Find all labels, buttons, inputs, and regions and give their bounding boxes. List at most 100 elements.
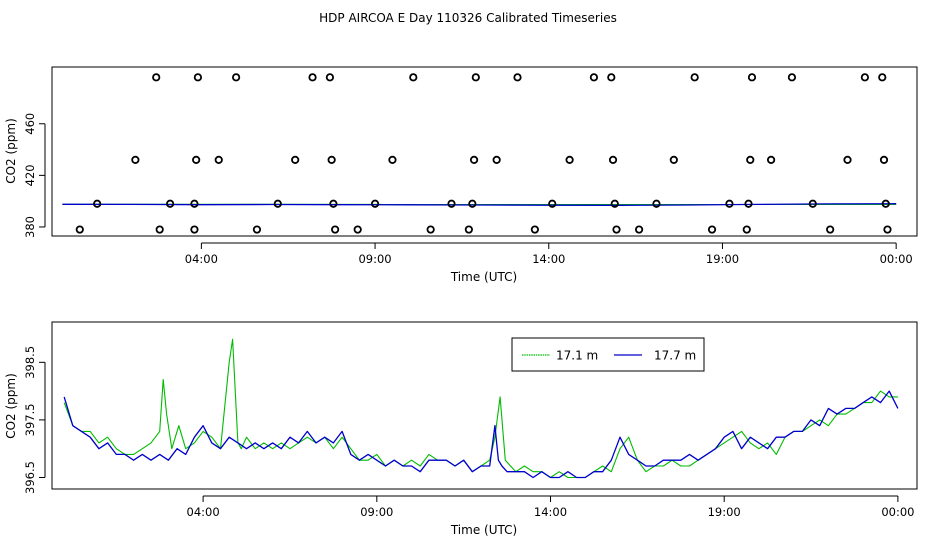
bottom-x-axis: 04:00 09:00 14:00 19:00 00:00 xyxy=(187,495,914,519)
calibration-point xyxy=(308,73,317,82)
x-tick-label: 00:00 xyxy=(880,252,913,266)
y-tick-label: 396.5 xyxy=(23,461,37,494)
calibration-point xyxy=(787,73,797,82)
calibration-point xyxy=(192,155,201,164)
calibration-point xyxy=(325,73,335,82)
calibration-point xyxy=(193,73,203,82)
x-tick-label: 14:00 xyxy=(532,252,565,266)
calibration-point xyxy=(548,199,557,208)
calibration-point xyxy=(808,199,817,208)
calibration-point xyxy=(608,155,618,164)
calibration-point xyxy=(464,225,473,234)
calibration-point xyxy=(492,155,501,164)
x-tick-label: 19:00 xyxy=(706,252,739,266)
bottom-y-axis: 396.5 397.5 398.5 xyxy=(23,346,46,494)
calibration-point xyxy=(190,225,199,234)
top-x-axis-label: Time (UTC) xyxy=(450,270,517,284)
calibration-point xyxy=(843,155,852,164)
calibration-point xyxy=(707,225,717,234)
legend-box xyxy=(511,337,705,372)
y-tick-label: 460 xyxy=(23,113,37,135)
chart-title: HDP AIRCOA E Day 110326 Calibrated Times… xyxy=(319,11,617,25)
calibration-point xyxy=(860,73,869,82)
calibration-point xyxy=(468,199,477,208)
series-line-green xyxy=(63,338,898,479)
calibration-point xyxy=(513,73,522,82)
calibration-point xyxy=(331,225,340,234)
calibration-point xyxy=(75,225,84,234)
x-tick-label: 09:00 xyxy=(358,252,391,266)
calibration-point xyxy=(329,199,338,208)
calibration-point xyxy=(471,73,480,82)
calibration-point xyxy=(214,155,223,164)
legend-label-green: 17.1 m xyxy=(556,349,598,363)
y-tick-label: 397.5 xyxy=(23,403,37,436)
calibration-point xyxy=(166,199,175,208)
calibration-point xyxy=(881,199,890,208)
calibration-point xyxy=(273,199,282,208)
calibration-point xyxy=(826,225,835,234)
plot-frame-bottom xyxy=(51,321,918,490)
calibration-point xyxy=(291,155,300,164)
calibration-point xyxy=(607,73,616,82)
calibration-point xyxy=(370,199,380,208)
calibration-point xyxy=(747,73,757,82)
calibration-point xyxy=(190,199,199,208)
calibration-point xyxy=(634,225,644,234)
calibration-point xyxy=(327,155,336,164)
calibration-point xyxy=(93,199,102,208)
calibration-point xyxy=(155,225,164,234)
calibration-point xyxy=(690,73,699,82)
calibration-point xyxy=(742,225,751,234)
x-tick-label: 00:00 xyxy=(881,505,914,519)
legend: 17.1 m 17.7 m xyxy=(511,337,705,372)
calibration-panel: 04:00 09:00 14:00 19:00 00:00 380 420 460 Time… xyxy=(4,66,918,284)
calibration-point xyxy=(353,225,362,234)
y-tick-label: 420 xyxy=(23,164,37,186)
x-tick-label: 04:00 xyxy=(187,505,220,519)
x-tick-label: 19:00 xyxy=(708,505,741,519)
calibration-point xyxy=(725,199,734,208)
legend-label-blue: 17.7 m xyxy=(654,349,696,363)
calibration-point xyxy=(565,155,574,164)
calibration-point xyxy=(589,73,599,82)
calibration-point xyxy=(409,73,418,82)
calibration-points-group xyxy=(75,73,892,234)
calibration-point xyxy=(879,155,889,164)
y-tick-label: 398.5 xyxy=(23,346,37,379)
calibration-point xyxy=(131,155,140,164)
calibration-point xyxy=(388,155,397,164)
calibration-point xyxy=(530,225,539,234)
calibration-point xyxy=(746,155,755,164)
calibration-point xyxy=(152,73,161,82)
y-tick-label: 380 xyxy=(23,216,37,238)
plot-frame-top xyxy=(51,66,918,237)
calibration-point xyxy=(612,225,621,234)
series-line-blue xyxy=(63,390,899,479)
calibration-point xyxy=(766,155,776,164)
bottom-series-group xyxy=(63,338,899,479)
top-y-axis-label: CO2 (ppm) xyxy=(4,118,18,184)
calibration-point xyxy=(469,155,479,164)
series-line-blue xyxy=(62,203,897,206)
calibration-point xyxy=(610,199,619,208)
calibration-point xyxy=(232,73,241,82)
x-tick-label: 09:00 xyxy=(360,505,393,519)
top-x-axis: 04:00 09:00 14:00 19:00 00:00 xyxy=(185,242,913,266)
calibration-point xyxy=(878,73,887,82)
calibration-point xyxy=(744,199,753,208)
x-tick-label: 14:00 xyxy=(534,505,567,519)
calibration-point xyxy=(252,225,262,234)
calibration-point xyxy=(652,199,661,208)
bottom-y-axis-label: CO2 (ppm) xyxy=(4,373,18,439)
top-series-group xyxy=(62,203,897,206)
timeseries-panel: 04:00 09:00 14:00 19:00 00:00 396.5 397.5 398.… xyxy=(4,321,918,537)
top-y-axis: 380 420 460 xyxy=(23,113,46,238)
calibration-point xyxy=(426,225,435,234)
bottom-x-axis-label: Time (UTC) xyxy=(450,523,517,537)
x-tick-label: 04:00 xyxy=(185,252,218,266)
calibration-point xyxy=(447,199,456,208)
calibration-point xyxy=(669,155,678,164)
calibration-point xyxy=(883,225,892,234)
